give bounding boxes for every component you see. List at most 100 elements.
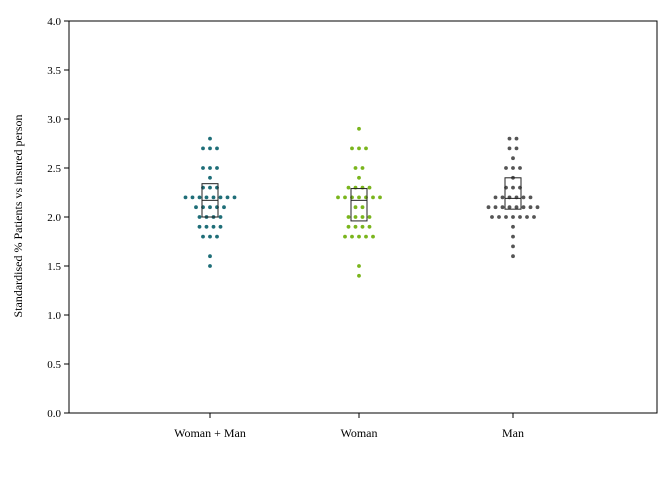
data-point bbox=[353, 215, 358, 219]
data-point bbox=[350, 234, 354, 239]
data-point bbox=[364, 234, 368, 239]
data-point bbox=[215, 234, 219, 239]
iqr-box bbox=[504, 177, 522, 210]
data-point bbox=[367, 215, 372, 219]
y-tick-label: 1.5 bbox=[47, 261, 61, 273]
y-tick-label: 3.0 bbox=[47, 114, 61, 126]
y-tick-label: 0.0 bbox=[47, 408, 61, 420]
data-point bbox=[511, 254, 515, 259]
data-point bbox=[353, 224, 358, 229]
data-point bbox=[208, 136, 212, 141]
x-tick-label: Woman bbox=[340, 426, 377, 440]
data-point bbox=[208, 254, 212, 259]
iqr-box bbox=[350, 188, 368, 222]
data-point bbox=[521, 195, 526, 200]
data-point bbox=[511, 185, 515, 190]
data-point bbox=[497, 215, 501, 219]
data-point bbox=[194, 205, 198, 210]
data-point bbox=[343, 195, 347, 200]
data-point bbox=[208, 175, 212, 180]
data-point bbox=[218, 215, 223, 219]
data-point bbox=[197, 195, 202, 200]
data-point bbox=[528, 195, 533, 200]
data-point bbox=[500, 205, 505, 210]
data-point bbox=[525, 215, 529, 219]
data-point bbox=[346, 215, 351, 219]
data-point bbox=[514, 136, 519, 141]
data-point bbox=[190, 195, 195, 200]
data-point bbox=[201, 234, 205, 239]
y-axis: 0.0 0.5 1.0 1.5 2.0 2.5 3.0 3.5 4.0 bbox=[47, 16, 69, 420]
data-point bbox=[357, 273, 361, 278]
data-point bbox=[504, 215, 508, 219]
series-1 bbox=[183, 136, 237, 268]
data-point bbox=[225, 195, 230, 200]
y-tick-label: 2.5 bbox=[47, 163, 61, 175]
data-point bbox=[371, 195, 375, 200]
data-point bbox=[493, 205, 498, 210]
data-point bbox=[507, 146, 512, 151]
x-tick-label: Woman + Man bbox=[174, 426, 246, 440]
data-point bbox=[218, 224, 223, 229]
y-tick-label: 3.5 bbox=[47, 65, 61, 77]
data-point bbox=[511, 224, 515, 229]
data-point bbox=[346, 224, 351, 229]
data-point bbox=[201, 166, 205, 170]
data-point bbox=[500, 195, 505, 200]
data-point bbox=[215, 146, 219, 151]
data-point bbox=[208, 166, 212, 170]
data-point bbox=[346, 185, 351, 190]
data-point bbox=[511, 166, 515, 170]
data-point bbox=[208, 234, 212, 239]
x-axis: Woman + Man Woman Man bbox=[174, 413, 524, 440]
data-point bbox=[215, 166, 219, 170]
data-point bbox=[232, 195, 237, 200]
data-point bbox=[518, 166, 522, 170]
y-tick-label: 0.5 bbox=[47, 359, 61, 371]
data-point bbox=[208, 185, 212, 190]
data-point bbox=[211, 195, 216, 200]
data-point bbox=[197, 224, 202, 229]
data-point bbox=[357, 234, 361, 239]
data-point bbox=[197, 215, 202, 219]
data-point bbox=[378, 195, 382, 200]
data-point bbox=[357, 126, 361, 131]
data-point bbox=[364, 146, 368, 151]
data-point bbox=[360, 215, 365, 219]
series-2 bbox=[336, 126, 382, 278]
data-point bbox=[490, 215, 494, 219]
data-point bbox=[208, 205, 212, 210]
data-point bbox=[350, 146, 354, 151]
data-point bbox=[514, 205, 519, 210]
data-point bbox=[353, 205, 358, 210]
data-point bbox=[336, 195, 340, 200]
data-point bbox=[367, 185, 372, 190]
data-point bbox=[357, 264, 361, 268]
data-point bbox=[357, 175, 361, 180]
data-point bbox=[204, 224, 209, 229]
data-point bbox=[222, 205, 226, 210]
data-point bbox=[208, 146, 212, 151]
data-point bbox=[511, 156, 515, 161]
data-point bbox=[367, 224, 372, 229]
data-point bbox=[218, 195, 223, 200]
y-tick-label: 2.0 bbox=[47, 212, 61, 224]
y-tick-label: 4.0 bbox=[47, 16, 61, 28]
data-point bbox=[360, 205, 365, 210]
data-point bbox=[371, 234, 375, 239]
data-point bbox=[511, 234, 515, 239]
x-tick-label: Man bbox=[502, 426, 524, 440]
data-point bbox=[504, 166, 508, 170]
series-3 bbox=[486, 136, 540, 259]
data-point bbox=[183, 195, 188, 200]
data-point bbox=[208, 264, 212, 268]
data-point bbox=[521, 205, 526, 210]
data-point bbox=[486, 205, 491, 210]
data-point bbox=[535, 205, 540, 210]
data-point bbox=[507, 136, 512, 141]
data-point bbox=[532, 215, 536, 219]
data-point bbox=[204, 195, 209, 200]
data-point bbox=[357, 146, 361, 151]
